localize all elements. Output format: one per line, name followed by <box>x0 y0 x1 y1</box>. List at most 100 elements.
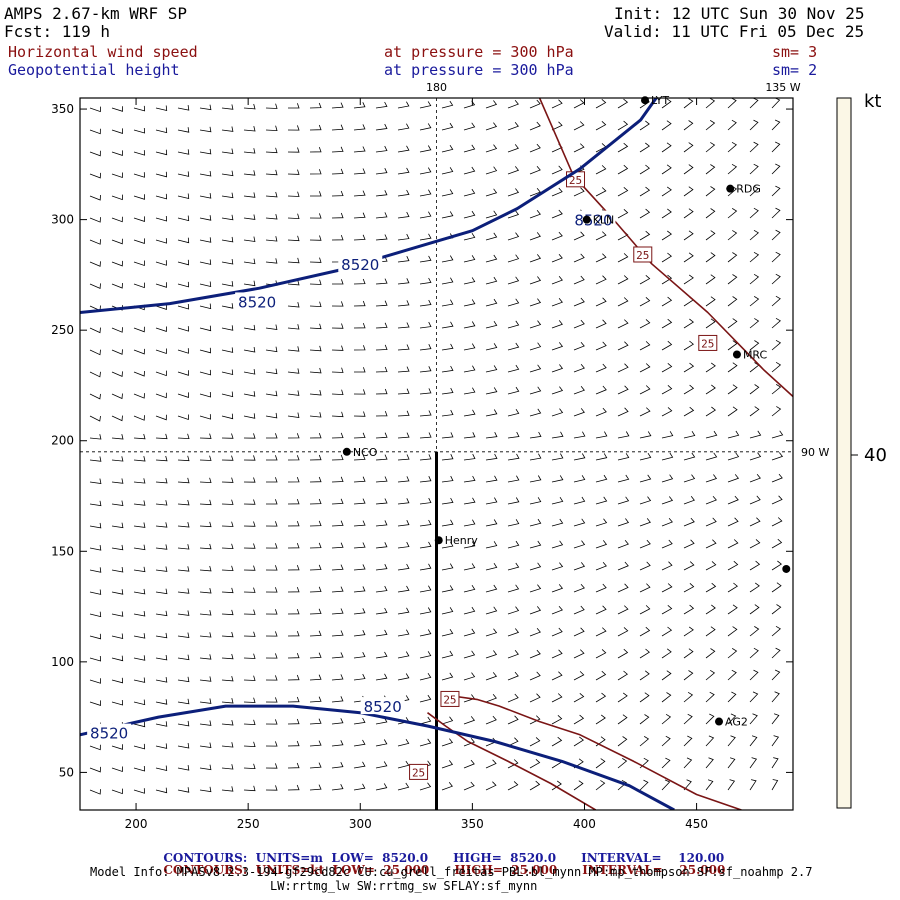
wind-barb <box>617 758 628 769</box>
wind-barb <box>727 474 740 483</box>
wind-barb <box>573 518 586 527</box>
wind-barb <box>89 128 101 135</box>
wind-barb <box>309 784 322 791</box>
wind-barb <box>419 123 432 131</box>
wind-barb <box>507 364 520 373</box>
station-label: Henry <box>445 534 479 547</box>
wind-barb <box>529 232 541 241</box>
wind-barb <box>221 236 234 243</box>
wind-barb <box>551 431 564 439</box>
wind-barb <box>353 300 366 307</box>
wind-barb <box>419 432 432 439</box>
wind-barb <box>529 759 541 769</box>
wind-barb <box>221 170 234 177</box>
wind-barb <box>485 232 498 241</box>
wind-barb <box>441 321 454 329</box>
wind-barb <box>551 386 564 395</box>
wind-barb <box>89 678 101 684</box>
wind-barb <box>661 604 673 615</box>
wind-barb <box>749 735 758 747</box>
wind-barb <box>441 519 454 527</box>
contour-label-box <box>440 690 460 707</box>
wind-barb <box>155 348 167 355</box>
wind-barb <box>177 765 190 771</box>
wind-barb <box>133 500 146 506</box>
wind-barb <box>265 785 278 791</box>
wind-barb <box>639 561 651 571</box>
wind-barb <box>89 478 102 484</box>
wind-barb <box>419 454 432 461</box>
wind-barb <box>199 126 212 133</box>
field1-level: at pressure = 300 hPa <box>384 43 574 61</box>
wind-barb <box>89 744 101 751</box>
footer-label: CONTOURS: <box>163 851 248 865</box>
wind-barb <box>551 715 563 725</box>
wind-barb <box>309 213 322 219</box>
wind-barb <box>309 586 322 593</box>
forecast-hour: Fcst: 119 h <box>4 22 110 41</box>
wind-barb <box>727 141 737 153</box>
wind-barb <box>485 365 498 373</box>
wind-barb <box>309 652 322 659</box>
contour-line <box>80 98 658 314</box>
wind-barb <box>485 672 498 681</box>
wind-barb <box>595 275 607 285</box>
wind-barb <box>243 609 256 615</box>
wind-barb <box>595 363 607 373</box>
wind-barb <box>727 430 740 439</box>
wind-barb <box>749 185 759 197</box>
wind-barb <box>441 255 454 263</box>
wind-barb <box>507 693 519 703</box>
wind-barb <box>683 517 695 527</box>
wind-barb <box>551 165 563 175</box>
wind-barb <box>199 433 212 439</box>
wind-barb <box>661 340 673 351</box>
wind-barb <box>705 186 716 197</box>
wind-barb <box>485 562 498 571</box>
wind-barb <box>463 122 476 131</box>
wind-barb <box>375 476 388 483</box>
wind-barb <box>419 563 432 571</box>
wind-barb <box>221 499 234 505</box>
wind-barb <box>309 323 322 330</box>
wind-barb <box>133 326 145 333</box>
wind-barb <box>155 743 168 749</box>
wind-barb <box>441 716 454 725</box>
wind-barb <box>529 780 541 791</box>
wind-barb <box>463 781 475 791</box>
wind-barb <box>265 346 278 353</box>
wind-barb <box>507 431 520 439</box>
wind-barb <box>133 544 146 551</box>
wind-barb <box>529 671 541 681</box>
wind-barb <box>529 453 542 461</box>
wind-barb <box>639 120 650 131</box>
wind-barb <box>89 239 101 245</box>
wind-barb <box>507 122 519 131</box>
wind-barb <box>397 782 410 791</box>
wind-barb <box>771 384 782 395</box>
wind-barb <box>89 633 102 640</box>
wind-barb <box>353 673 366 681</box>
wind-barb <box>419 410 432 417</box>
wind-barb <box>727 691 737 703</box>
contour-label-bg <box>87 723 132 741</box>
wind-barb <box>551 496 564 505</box>
wind-barb <box>485 320 498 329</box>
wind-barb <box>705 164 716 175</box>
wind-barb <box>309 520 322 527</box>
wind-barb <box>89 611 102 618</box>
wind-barb <box>749 384 760 395</box>
wind-barb <box>111 544 124 551</box>
footer-height-contours: CONTOURS: UNITS=m LOW= 8520.0 HIGH= 8520… <box>155 840 724 864</box>
wind-barb <box>419 607 432 615</box>
wind-barb <box>177 171 190 177</box>
wind-barb <box>397 432 410 439</box>
wind-barb <box>551 253 563 263</box>
wind-barb <box>309 146 322 153</box>
wind-barb <box>133 677 146 683</box>
wind-barb <box>265 719 278 725</box>
wind-barb <box>771 473 783 483</box>
wind-barb <box>727 713 737 725</box>
wind-barb <box>133 348 145 355</box>
wind-barb <box>419 145 432 153</box>
